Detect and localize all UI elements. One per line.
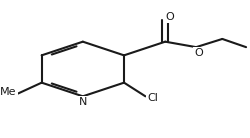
Text: O: O: [194, 48, 203, 58]
Text: O: O: [165, 12, 174, 22]
Text: Cl: Cl: [147, 93, 158, 103]
Text: N: N: [79, 97, 87, 107]
Text: Me: Me: [0, 87, 16, 97]
